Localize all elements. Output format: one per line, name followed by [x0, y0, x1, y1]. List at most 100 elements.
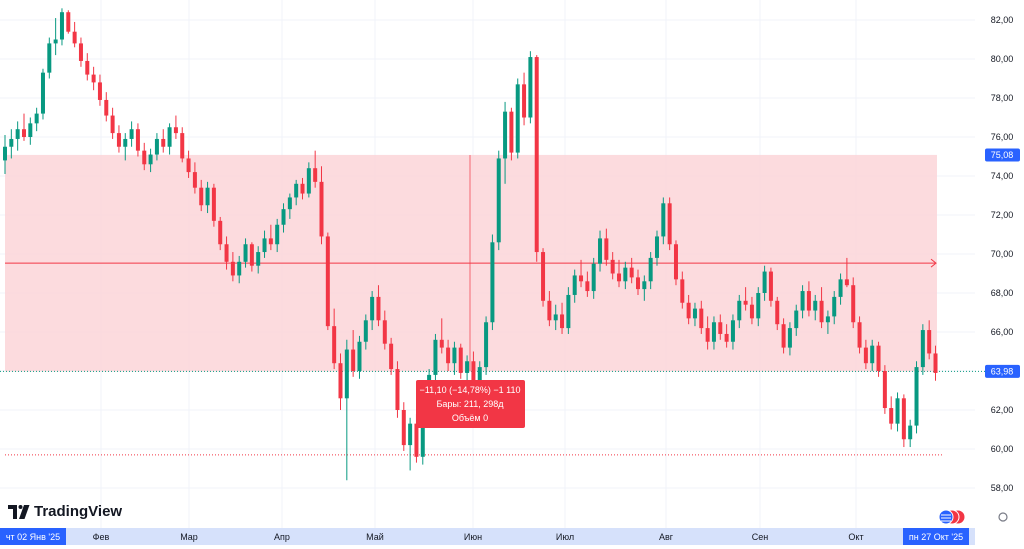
time-tick-label: Окт — [848, 532, 863, 542]
candle — [825, 310, 830, 334]
candle — [781, 318, 786, 354]
candle-body — [484, 322, 489, 368]
tradingview-logo[interactable]: TradingView — [8, 503, 122, 520]
candle — [275, 218, 280, 253]
candle-body — [91, 74, 96, 83]
candle — [376, 285, 381, 327]
candle — [458, 343, 463, 379]
tradingview-logo-icon — [8, 504, 30, 519]
candle — [135, 123, 140, 157]
candle — [553, 304, 558, 331]
candle — [547, 291, 552, 327]
candle — [370, 291, 375, 331]
candle — [338, 353, 343, 410]
candle-body — [699, 308, 704, 329]
price-tick-label: 70,00 — [991, 249, 1014, 259]
candle — [787, 322, 792, 356]
candle-body — [344, 349, 349, 399]
candle-body — [458, 347, 463, 373]
candle-body — [743, 300, 748, 305]
candle — [851, 277, 856, 329]
candle-body — [376, 296, 381, 321]
time-tick-label: Апр — [274, 532, 290, 542]
candle — [3, 135, 7, 175]
candle-body — [294, 183, 299, 198]
price-tick-label: 74,00 — [991, 171, 1014, 181]
candle — [230, 252, 235, 282]
candle-body — [382, 320, 387, 344]
time-axis-band — [0, 528, 975, 545]
candle — [161, 129, 166, 153]
candle — [528, 51, 533, 124]
candle — [319, 166, 324, 245]
candle — [686, 294, 691, 325]
candle-body — [351, 349, 356, 371]
settings-gear-icon[interactable] — [998, 512, 1008, 522]
candle-body — [281, 209, 286, 225]
candle-body — [509, 111, 514, 153]
time-tick-label: Июл — [556, 532, 574, 542]
time-tick-label: Июн — [464, 532, 482, 542]
candle — [142, 142, 147, 171]
candle — [654, 230, 659, 266]
candle-body — [730, 320, 735, 342]
last-price-tag-bg — [985, 364, 1020, 378]
candle — [673, 240, 678, 286]
candle-body — [705, 328, 710, 342]
candle — [59, 8, 64, 46]
end-date-tag-text: пн 27 Окт '25 — [909, 532, 963, 542]
candle — [97, 74, 102, 106]
candle-body — [363, 320, 368, 342]
time-tick-label: Фев — [93, 532, 110, 542]
candle-body — [933, 353, 938, 373]
candle — [382, 310, 387, 350]
candle — [110, 107, 115, 139]
candle-body — [901, 398, 906, 440]
candle-body — [268, 238, 273, 245]
start-date-tag-bg — [0, 528, 66, 545]
candle-body — [237, 261, 242, 276]
candle — [503, 101, 508, 184]
candle — [572, 269, 577, 303]
candle-body — [465, 361, 470, 373]
candle — [446, 339, 451, 371]
candle — [832, 291, 837, 325]
candle-body — [199, 187, 204, 206]
candle-body — [711, 322, 716, 342]
candle — [28, 117, 33, 145]
candle — [313, 150, 318, 188]
candle-body — [610, 259, 615, 274]
candle-body — [541, 252, 546, 301]
candle-body — [275, 224, 280, 245]
candle — [730, 314, 735, 350]
candle — [287, 193, 292, 219]
candle — [579, 259, 584, 288]
candle-body — [920, 330, 925, 368]
candle — [617, 259, 622, 288]
candle-body — [604, 238, 609, 260]
candle-body — [832, 296, 837, 317]
candle — [794, 304, 799, 336]
candle — [357, 335, 362, 379]
candle-body — [53, 39, 58, 44]
candle-body — [116, 133, 121, 147]
candle — [743, 287, 748, 311]
price-tick-label: 66,00 — [991, 327, 1014, 337]
candle — [154, 133, 159, 161]
candle — [123, 133, 128, 161]
candle-body — [800, 291, 805, 311]
candle — [104, 92, 109, 122]
candle-body — [15, 129, 20, 139]
measure-change-text: −11,10 (−14,78%) −1 110 — [420, 385, 521, 395]
time-axis[interactable]: Фев Мар Апр Май Июн Июл Авг Сен Окт — [93, 532, 864, 542]
candle — [439, 318, 444, 354]
country-flags-icon[interactable] — [938, 509, 966, 525]
candle-body — [401, 410, 406, 446]
price-tick-label: 78,00 — [991, 93, 1014, 103]
candle-body — [522, 84, 527, 118]
end-date-tag-bg — [903, 528, 969, 545]
candle — [66, 10, 71, 34]
price-tick-label: 80,00 — [991, 54, 1014, 64]
candle-body — [249, 244, 254, 266]
